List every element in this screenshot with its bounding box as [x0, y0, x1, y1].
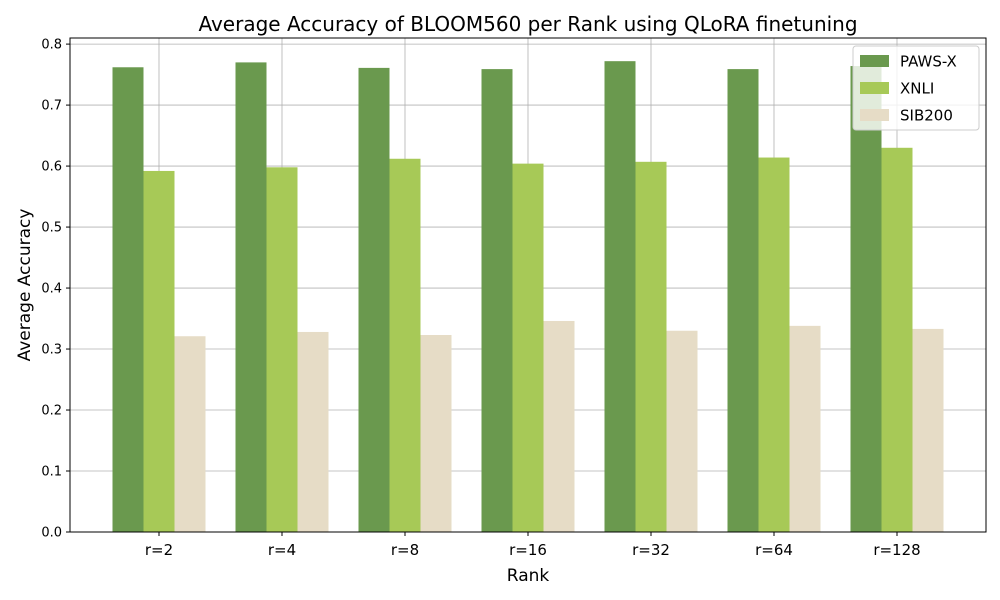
- chart-title: Average Accuracy of BLOOM560 per Rank us…: [198, 12, 857, 36]
- bar-paws-x-r8: [358, 67, 390, 533]
- bar-sib200-r2: [174, 336, 206, 532]
- bar-paws-x-r16: [481, 69, 513, 533]
- y-tick-label: 0.8: [41, 38, 62, 53]
- bars: [112, 61, 944, 533]
- bar-xnli-r8: [389, 158, 421, 532]
- bar-paws-x-r2: [112, 67, 144, 532]
- x-axis-label: Rank: [507, 566, 550, 586]
- bar-xnli-r32: [635, 161, 667, 532]
- bar-paws-x-r64: [727, 69, 759, 533]
- bar-sib200-r16: [543, 320, 575, 532]
- bar-sib200-r32: [666, 330, 698, 532]
- bar-sib200-r128: [912, 328, 944, 532]
- bar-paws-x-r32: [604, 61, 636, 533]
- legend: PAWS-X XNLI SIB200: [852, 45, 980, 131]
- y-tick-label: 0.5: [41, 221, 62, 236]
- y-tick-label: 0.0: [41, 526, 62, 541]
- y-tick-label: 0.4: [41, 282, 62, 297]
- bar-xnli-r64: [758, 157, 790, 532]
- bar-xnli-r128: [881, 147, 913, 532]
- y-tick-label: 0.1: [41, 465, 62, 480]
- legend-swatch: [860, 82, 889, 94]
- bar-paws-x-r4: [235, 62, 267, 533]
- x-tick-label: r=128: [873, 541, 920, 559]
- bar-xnli-r2: [143, 170, 175, 533]
- y-tick-label: 0.3: [41, 343, 62, 358]
- bar-xnli-r16: [512, 163, 544, 532]
- y-tick-label: 0.7: [41, 99, 62, 114]
- y-tick-label: 0.6: [41, 160, 62, 175]
- bar-sib200-r8: [420, 335, 452, 532]
- bar-paws-x-r128: [850, 66, 882, 532]
- y-axis-label: Average Accuracy: [15, 209, 35, 362]
- legend-swatch: [860, 109, 889, 121]
- legend-swatch: [860, 55, 889, 67]
- bar-xnli-r4: [266, 167, 298, 532]
- bar-sib200-r64: [789, 325, 821, 532]
- x-tick-label: r=32: [632, 541, 670, 559]
- y-axis-ticks: 0.0 0.1 0.2 0.3 0.4 0.5 0.6 0.7 0.8: [41, 38, 70, 541]
- legend-label: XNLI: [900, 80, 934, 98]
- x-axis-ticks: r=2 r=4 r=8 r=16 r=32 r=64 r=128: [145, 532, 921, 559]
- bar-sib200-r4: [297, 331, 329, 532]
- x-tick-label: r=2: [145, 541, 173, 559]
- legend-label: SIB200: [900, 107, 953, 125]
- y-tick-label: 0.2: [41, 404, 62, 419]
- x-tick-label: r=64: [755, 541, 793, 559]
- plot-frame: [69, 37, 987, 533]
- legend-label: PAWS-X: [900, 53, 957, 71]
- x-tick-label: r=4: [268, 541, 296, 559]
- x-tick-label: r=16: [509, 541, 547, 559]
- x-tick-label: r=8: [391, 541, 419, 559]
